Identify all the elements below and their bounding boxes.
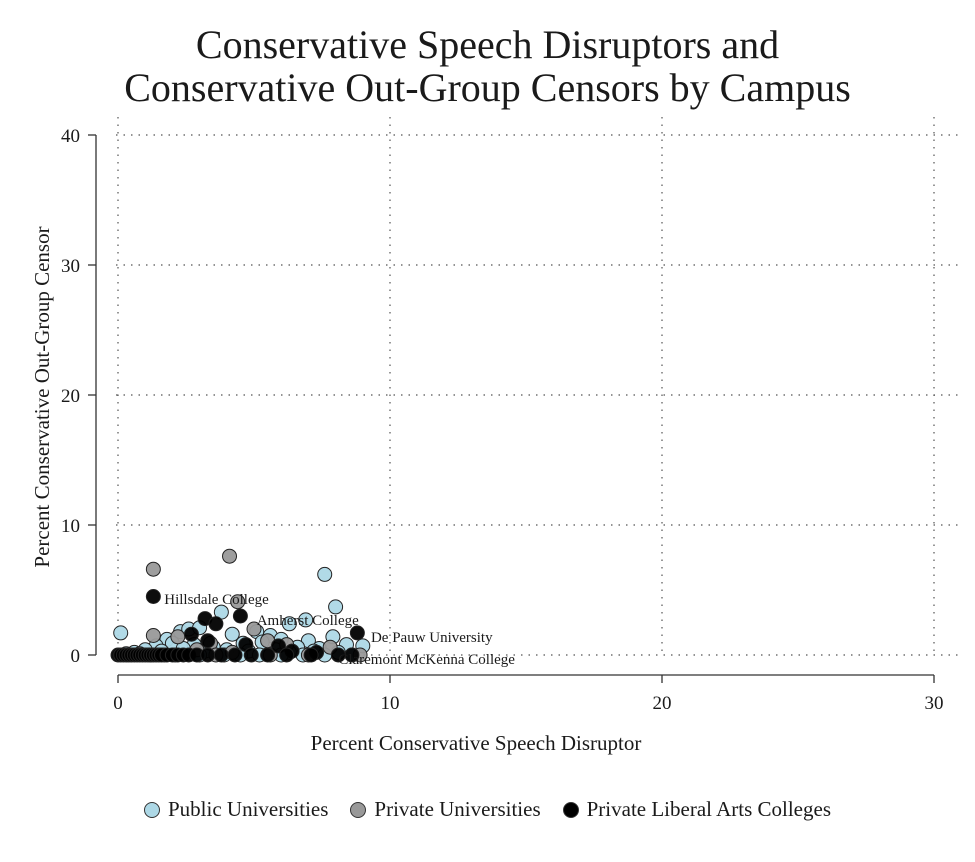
legend-label-liberal-arts: Private Liberal Arts Colleges — [586, 797, 831, 821]
legend-swatch-public — [144, 801, 160, 818]
y-tick-label-1: 10 — [61, 516, 80, 537]
point-private-universities-2 — [230, 594, 246, 610]
legend-item-liberal-arts: Private Liberal Arts Colleges — [562, 797, 831, 822]
y-tick-label-2: 20 — [61, 386, 80, 407]
legend-swatch-liberal-arts — [562, 801, 579, 818]
point-public-universities-5 — [281, 616, 297, 632]
point-private-universities-3 — [145, 628, 161, 643]
point-private-universities-0 — [145, 561, 161, 577]
legend: Public Universities Private Universities… — [0, 797, 975, 822]
chart-title-line-1: Conservative Speech Disruptors and — [195, 22, 780, 67]
x-axis-title: Percent Conservative Speech Disruptor — [311, 731, 642, 755]
point-private-universities-4 — [170, 629, 186, 645]
point-private-liberal-arts-colleges-42 — [330, 647, 346, 663]
point-private-liberal-arts-colleges-39 — [260, 647, 276, 663]
point-label-2: De Pauw University — [371, 630, 493, 646]
point-private-liberal-arts-colleges-5 — [349, 625, 365, 641]
point-private-liberal-arts-colleges-37 — [227, 647, 243, 663]
point-public-universities-2 — [328, 599, 344, 615]
point-label-3: Claremont McKenna College — [338, 652, 515, 668]
y-tick-label-0: 0 — [71, 646, 81, 667]
chart-title-line-2: Conservative Out-Group Censors by Campus — [124, 65, 851, 110]
x-tick-label-0: 0 — [113, 693, 123, 714]
x-tick-label-2: 20 — [653, 693, 672, 714]
point-private-universities-5 — [246, 621, 262, 637]
point-private-liberal-arts-colleges-4 — [183, 626, 199, 642]
point-private-liberal-arts-colleges-40 — [279, 647, 295, 663]
point-private-liberal-arts-colleges-36 — [213, 647, 229, 663]
point-public-universities-1 — [317, 566, 333, 582]
point-label-0: Hillsdale College — [164, 592, 269, 608]
point-private-liberal-arts-colleges-38 — [243, 647, 259, 663]
point-private-liberal-arts-colleges-1 — [232, 608, 248, 624]
point-public-universities-0 — [113, 625, 129, 641]
legend-item-private: Private Universities — [350, 797, 541, 822]
y-axis-title: Percent Conservative Out-Group Censor — [30, 226, 54, 567]
point-private-universities-1 — [222, 548, 238, 564]
point-private-liberal-arts-colleges-6 — [200, 633, 216, 649]
point-private-liberal-arts-colleges-41 — [303, 647, 319, 663]
legend-label-public: Public Universities — [168, 797, 329, 821]
point-private-liberal-arts-colleges-35 — [200, 647, 216, 663]
point-public-universities-12 — [224, 626, 240, 642]
point-private-liberal-arts-colleges-0 — [145, 589, 161, 604]
x-tick-label-3: 30 — [925, 693, 944, 714]
legend-label-private: Private Universities — [374, 797, 541, 821]
point-private-liberal-arts-colleges-3 — [208, 616, 224, 632]
x-tick-label-1: 10 — [381, 693, 400, 714]
y-tick-label-3: 30 — [61, 256, 80, 277]
point-public-universities-4 — [298, 612, 314, 628]
legend-swatch-private — [350, 801, 367, 818]
legend-item-public: Public Universities — [144, 797, 328, 822]
y-tick-label-4: 40 — [61, 126, 80, 147]
point-label-1: Amherst College — [257, 613, 359, 629]
